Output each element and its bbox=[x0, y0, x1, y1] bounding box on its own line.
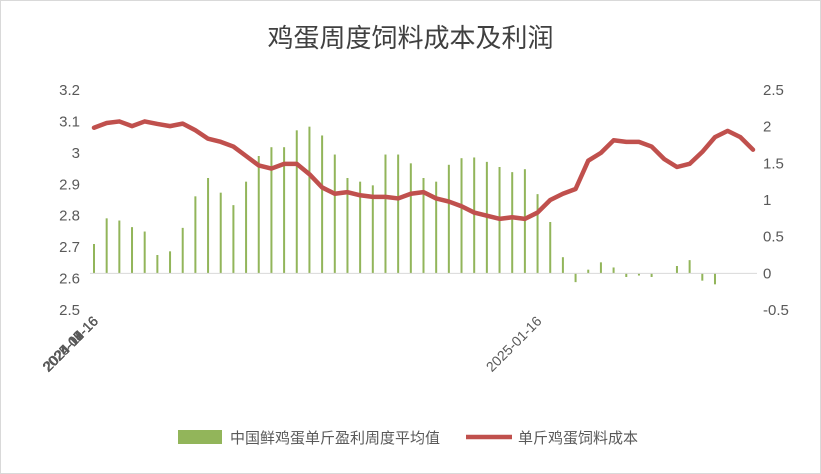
left-tick-label: 2.6 bbox=[59, 271, 80, 288]
left-tick-label: 2.9 bbox=[59, 176, 80, 193]
legend-line-label: 单斤鸡蛋饲料成本 bbox=[518, 429, 638, 447]
profit-bar bbox=[207, 178, 210, 274]
right-axis-ticks: -0.5 0 0.5 1 1.5 2 2.5 bbox=[763, 82, 789, 319]
profit-bar bbox=[561, 257, 564, 274]
right-tick-label: 1.5 bbox=[763, 155, 784, 172]
left-tick-label: 2.8 bbox=[59, 208, 80, 225]
profit-bar bbox=[308, 126, 311, 274]
profit-bar bbox=[245, 181, 248, 274]
profit-bar bbox=[333, 154, 336, 274]
x-axis-ticks: 2024-05-162024-06-162024-07-162024-08-16… bbox=[39, 313, 545, 375]
legend-bar-label: 中国鲜鸡蛋单斤盈利周度平均值 bbox=[230, 429, 440, 447]
profit-bar bbox=[93, 244, 95, 274]
profit-bar bbox=[473, 157, 476, 274]
left-tick-label: 3.2 bbox=[59, 82, 80, 99]
profit-bar bbox=[156, 255, 159, 274]
left-tick-label: 2.7 bbox=[59, 239, 80, 256]
profit-bar bbox=[384, 154, 387, 274]
profit-bar bbox=[295, 130, 298, 274]
right-tick-label: 2 bbox=[763, 119, 771, 136]
left-tick-label: 2.5 bbox=[59, 302, 80, 319]
profit-bar bbox=[460, 158, 463, 274]
profit-bar bbox=[637, 273, 640, 276]
profit-bar bbox=[359, 181, 362, 274]
profit-bar bbox=[283, 147, 286, 274]
profit-bar bbox=[257, 156, 260, 274]
profit-bar bbox=[321, 135, 324, 274]
profit-bar bbox=[397, 154, 400, 274]
legend: 中国鲜鸡蛋单斤盈利周度平均值 单斤鸡蛋饲料成本 bbox=[178, 429, 638, 447]
profit-bar bbox=[435, 181, 438, 274]
left-tick-label: 3 bbox=[72, 145, 80, 162]
right-tick-label: -0.5 bbox=[763, 302, 789, 319]
right-tick-label: 1 bbox=[763, 192, 771, 209]
profit-bar bbox=[688, 260, 691, 274]
left-axis-ticks: 2.5 2.6 2.7 2.8 2.9 3 3.1 3.2 bbox=[59, 82, 80, 319]
left-tick-label: 3.1 bbox=[59, 113, 80, 130]
profit-bar bbox=[625, 273, 628, 277]
profit-bar bbox=[181, 227, 184, 274]
profit-bar bbox=[650, 273, 653, 277]
profit-bar bbox=[409, 163, 412, 274]
profit-bar bbox=[447, 164, 450, 274]
profit-bar bbox=[118, 220, 121, 274]
profit-bar bbox=[587, 269, 590, 274]
profit-bar bbox=[131, 227, 134, 274]
profit-bar bbox=[422, 178, 425, 274]
profit-bar bbox=[105, 218, 108, 274]
right-tick-label: 2.5 bbox=[763, 82, 784, 99]
right-tick-label: 0.5 bbox=[763, 229, 784, 246]
profit-bar bbox=[574, 273, 577, 283]
profit-bar bbox=[701, 273, 704, 281]
profit-bar bbox=[523, 169, 526, 274]
profit-bar bbox=[371, 185, 374, 274]
legend-bar-swatch bbox=[178, 430, 222, 444]
profit-bar bbox=[511, 172, 514, 274]
profit-bars bbox=[93, 126, 716, 285]
x-tick-label: 2025-04-16 bbox=[39, 313, 101, 375]
profit-bar bbox=[675, 266, 678, 274]
profit-bar bbox=[536, 194, 539, 274]
profit-bar bbox=[219, 192, 222, 274]
profit-bar bbox=[270, 147, 273, 274]
profit-bar bbox=[169, 251, 172, 274]
profit-bar bbox=[713, 273, 716, 285]
profit-bar bbox=[143, 231, 146, 274]
profit-bar bbox=[549, 222, 552, 274]
profit-bar bbox=[194, 196, 197, 274]
profit-bar bbox=[612, 267, 615, 274]
profit-bar bbox=[232, 205, 235, 274]
cost-line bbox=[91, 119, 756, 222]
chart-title: 鸡蛋周度饲料成本及利润 bbox=[267, 24, 554, 54]
profit-bar bbox=[346, 178, 349, 274]
x-tick-label: 2025-01-16 bbox=[483, 313, 545, 375]
right-tick-label: 0 bbox=[763, 265, 771, 282]
profit-bar bbox=[599, 262, 602, 274]
